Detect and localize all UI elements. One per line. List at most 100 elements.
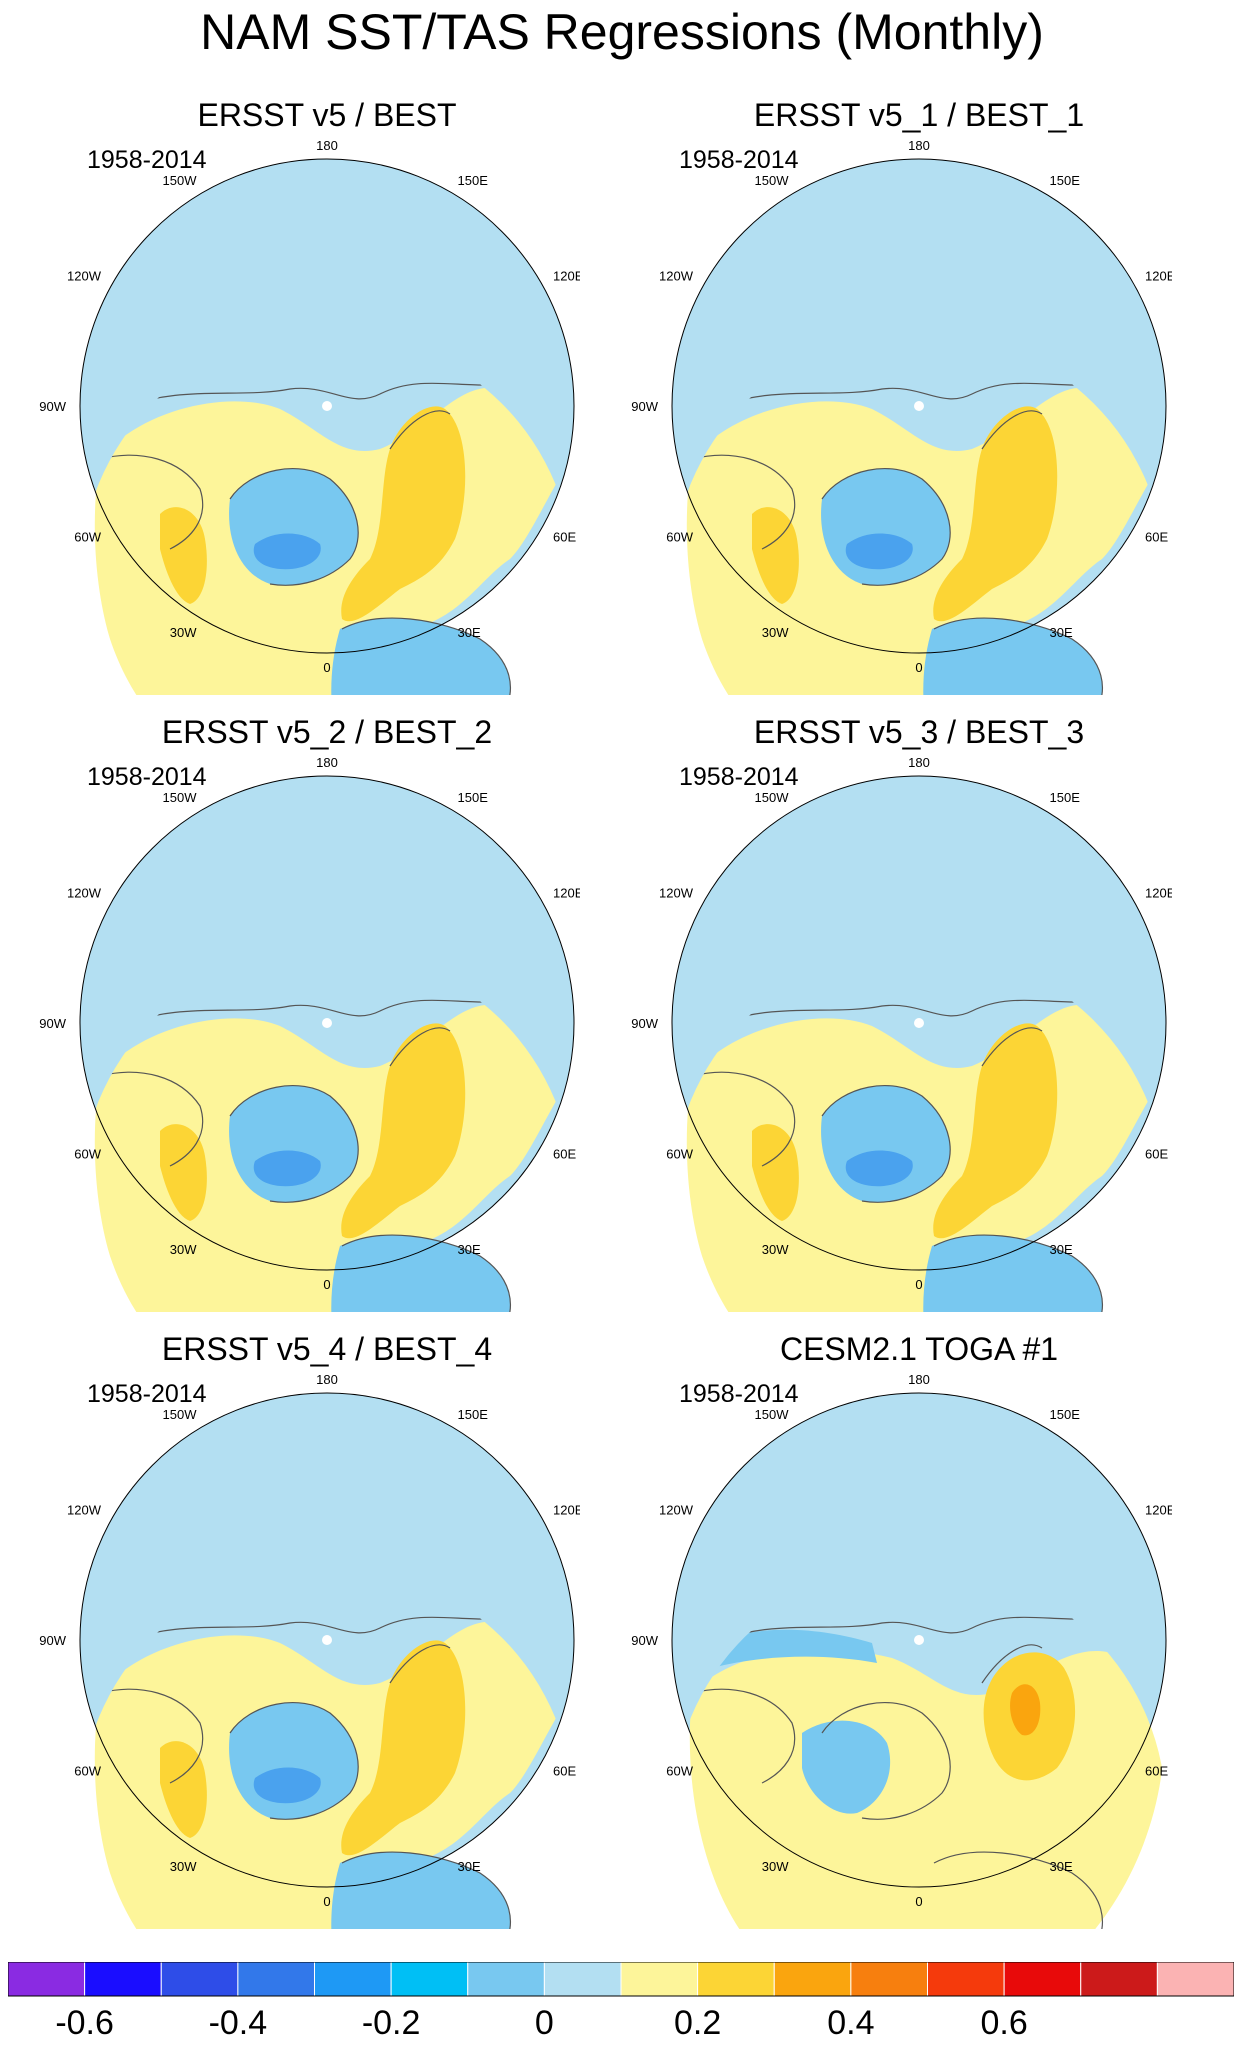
colorbar-frame [8,1962,1234,1997]
longitude-label: 180 [908,755,930,770]
longitude-label: 120E [1145,269,1172,284]
map-panel: ERSST v5_2 / BEST_2 1958-2014 180 150E 120E 9… [20,712,580,1312]
colorbar: -0.6 -0.4 -0.2 0 0.2 0.4 0.6 [8,1962,1234,2042]
longitude-label: 30E [458,1242,481,1257]
longitude-label: 150E [1050,1407,1081,1422]
longitude-label: 30W [170,1859,197,1874]
longitude-label: 150W [755,790,790,805]
colorbar-swatch [314,1962,392,1997]
coastline [341,617,511,695]
panel-title: ERSST v5_3 / BEST_3 [753,714,1085,750]
panel-title: ERSST v5_4 / BEST_4 [161,1331,493,1367]
map-panel: ERSST v5_3 / BEST_3 1958-2014 180 150E 120E 9… [612,712,1172,1312]
eurasia-warm-region [341,1640,466,1856]
map-border [671,1392,1167,1888]
coastline [99,1071,204,1167]
eurasia-warm-region [933,1023,1058,1239]
longitude-label: 90W [39,1016,66,1031]
longitude-label: 180 [316,1372,338,1387]
map-border [79,158,575,654]
longitude-label: 120E [1145,1503,1172,1518]
longitude-label: 90W [39,1633,66,1648]
coastline [711,382,1103,410]
longitude-label: 0 [323,1894,330,1909]
coastline [981,410,1043,450]
north-america-warm-region [752,1124,799,1221]
labrador-cold-region [845,1150,913,1187]
figure-title: NAM SST/TAS Regressions (Monthly) [200,4,1044,60]
longitude-label: 90W [631,399,658,414]
panel-title: ERSST v5_1 / BEST_1 [753,97,1085,133]
polar-map: 180150E120E90E60E30E030W60W90W120W150W [631,138,1172,695]
colorbar-swatch [390,1962,469,1997]
longitude-label: 150E [458,173,489,188]
polar-map: 180150E120E90E60E30E030W60W90W120W150W [39,755,580,1312]
coastline [821,1702,951,1820]
colorbar-tick-label: -0.6 [55,2004,114,2042]
longitude-label: 30W [170,625,197,640]
longitude-label: 60E [1145,1147,1168,1162]
coastline [691,1071,796,1167]
colorbar-swatch [773,1962,852,1997]
longitude-label: 180 [908,1372,930,1387]
coastline [119,999,511,1027]
mediterranean-cool-region [331,618,511,695]
longitude-label: 120E [1145,886,1172,901]
map-panel: ERSST v5 / BEST1958-2014180150E120E90E60… [20,95,580,695]
longitude-label: 30W [762,1242,789,1257]
longitude-label: 150W [163,790,198,805]
mediterranean-cool-region [331,1235,511,1312]
colorbar-swatch [850,1962,928,1997]
north-america-warm-region [160,507,207,604]
colorbar-tick-label: 0.4 [827,2004,874,2042]
panel-period: 1958-2014 [87,1380,207,1408]
longitude-label: 120W [67,886,102,901]
longitude-label: 60E [553,1147,576,1162]
longitude-label: 60E [1145,530,1168,545]
longitude-label: 120W [67,269,102,284]
coastline [389,1027,451,1067]
longitude-label: 150E [458,790,489,805]
colorbar-swatch [84,1962,162,1997]
colorbar-swatch [237,1962,315,1997]
longitude-label: 180 [316,755,338,770]
coastline [99,1688,204,1784]
polar-map: 180150E120E90E60E30E030W60W90W120W150W [39,138,580,695]
coastline [229,468,359,586]
longitude-label: 120W [659,269,694,284]
coastline [933,1234,1103,1312]
mediterranean-cool-region [923,1235,1103,1312]
colorbar-swatch [543,1962,622,1997]
map-panel: ERSST v5_4 / BEST_4 1958-2014 180 150E 120E 9… [20,1329,580,1929]
coastline [933,1851,1103,1929]
longitude-label: 120E [553,886,580,901]
longitude-label: 60W [74,530,101,545]
coastline [119,382,511,410]
panel-period: 1958-2014 [679,1380,799,1408]
north-pole-marker [914,1018,924,1028]
longitude-label: 30E [1050,625,1073,640]
map-border [671,158,1167,654]
coastline [821,1085,951,1203]
coastline [981,1644,1043,1684]
canada-cool-region [802,1720,891,1814]
coastline [341,1234,511,1312]
colorbar-tick-label: 0.2 [674,2004,721,2042]
longitude-label: 30E [1050,1242,1073,1257]
polar-map: 180150E120E90E60E30E030W60W90W120W150W [631,1372,1172,1929]
longitude-label: 60E [553,1764,576,1779]
labrador-cold-region [253,533,321,570]
north-america-warm-region [160,1741,207,1838]
longitude-label: 150W [163,1407,198,1422]
coastline [933,617,1103,695]
longitude-label: 60W [666,1147,693,1162]
coastline [389,1644,451,1684]
coastline [691,454,796,550]
north-pole-marker [322,1635,332,1645]
eurasia-warm-region [341,1023,466,1239]
north-pole-marker [914,1635,924,1645]
colorbar-swatch [1003,1962,1082,1997]
labrador-cold-region [253,1767,321,1804]
map-border [79,775,575,1271]
polar-map: 180150E120E90E60E30E030W60W90W120W150W [631,755,1172,1312]
